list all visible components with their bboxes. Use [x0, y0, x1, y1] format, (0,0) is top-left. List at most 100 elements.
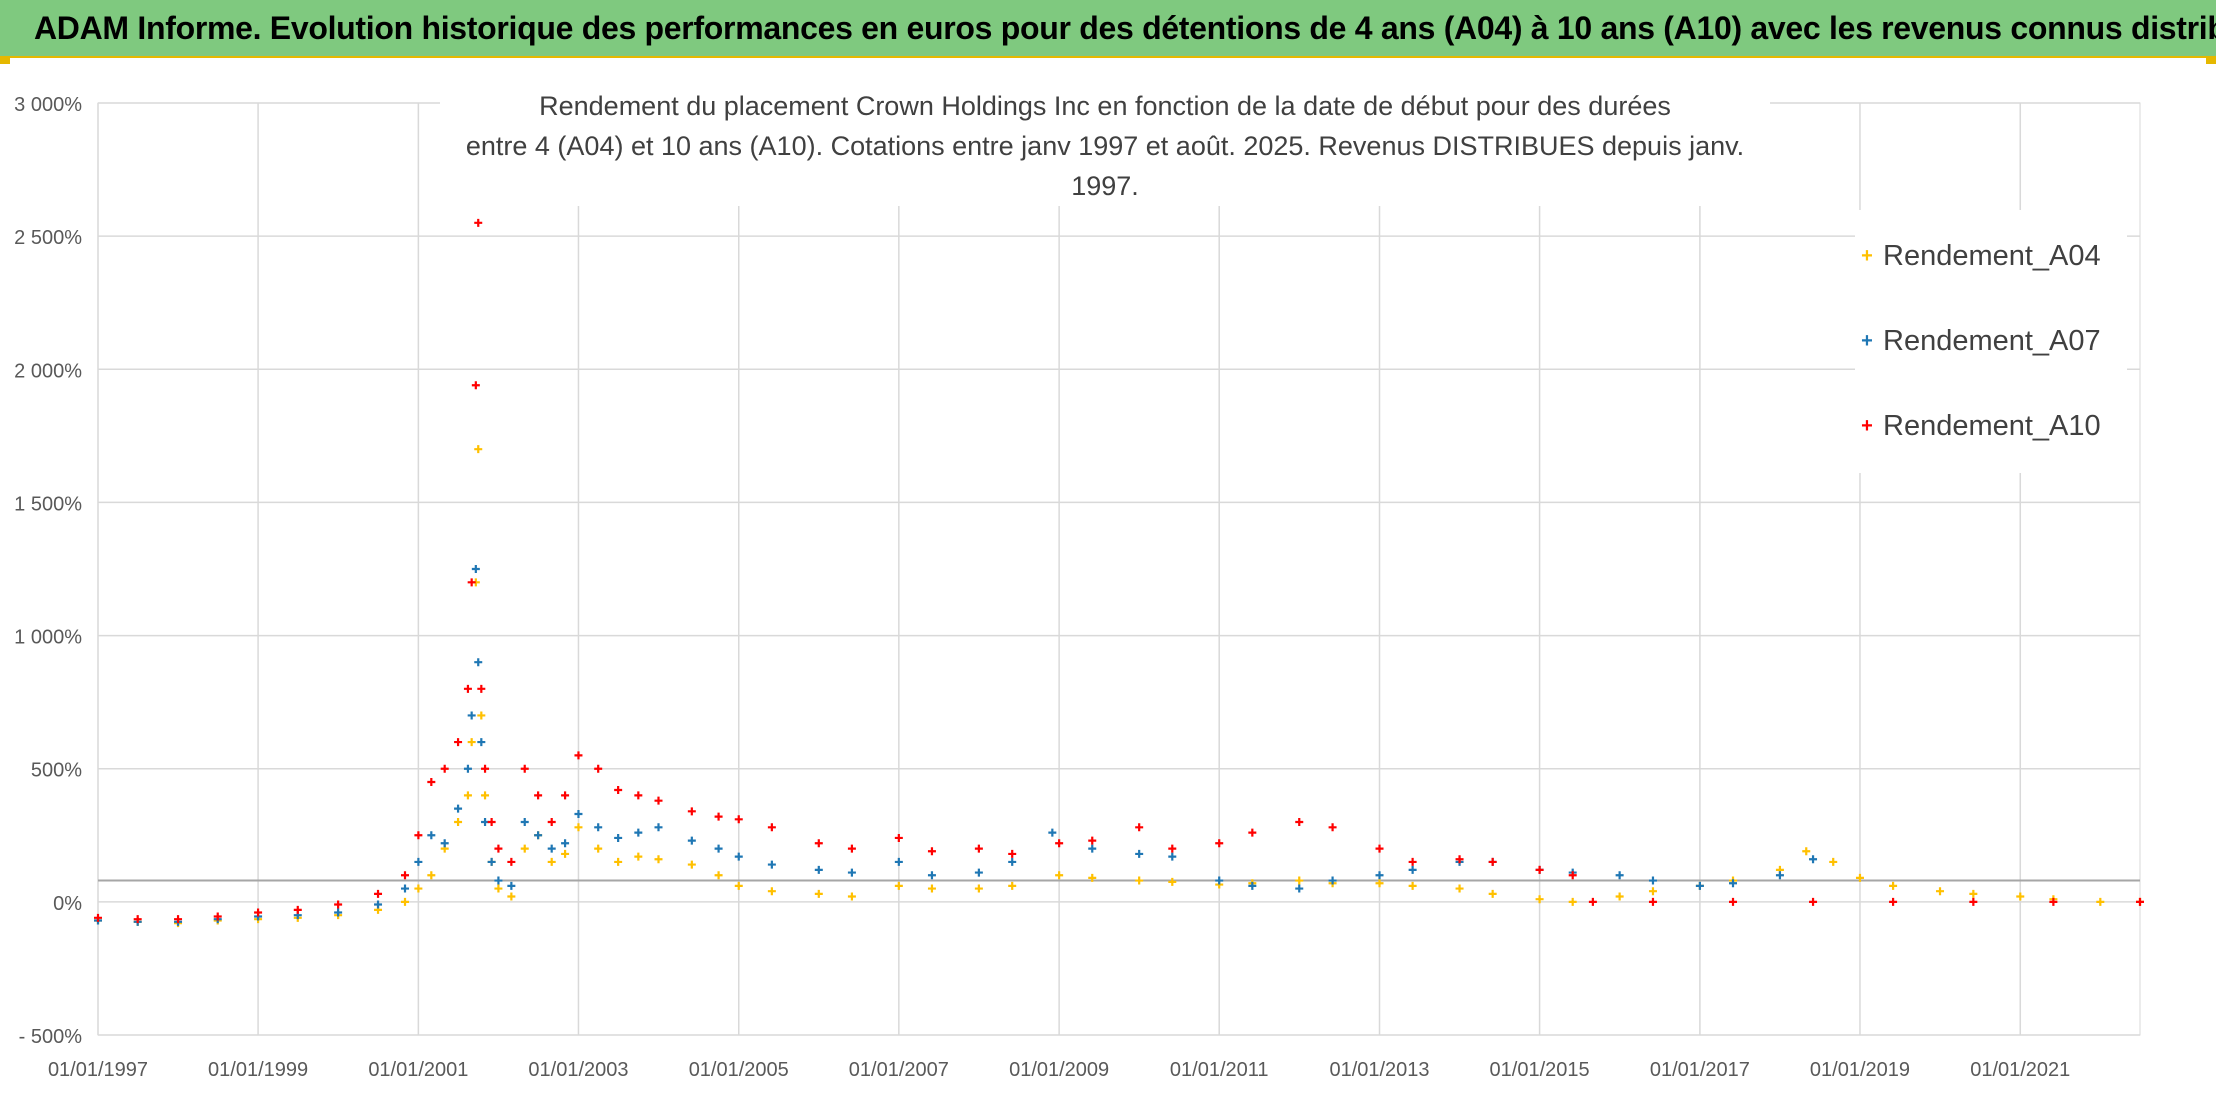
- legend-label-a04: Rendement_A04: [1883, 240, 2101, 272]
- x-tick-label: 01/01/2009: [1009, 1059, 1109, 1081]
- y-tick-label: - 500%: [19, 1026, 83, 1048]
- data-point: [687, 807, 696, 816]
- data-point: [2016, 892, 2025, 901]
- data-point: [714, 844, 723, 853]
- data-point: [2096, 897, 2105, 906]
- data-point: [334, 900, 343, 909]
- data-point: [440, 839, 449, 848]
- x-tick-label: 01/01/2017: [1650, 1059, 1750, 1081]
- data-point: [594, 823, 603, 832]
- data-point: [494, 884, 503, 893]
- data-point: [133, 915, 142, 924]
- legend-label-a10: Rendement_A10: [1883, 410, 2101, 442]
- data-point: [454, 817, 463, 826]
- data-point: [463, 764, 472, 773]
- data-point: [847, 868, 856, 877]
- data-point: [481, 764, 490, 773]
- data-point: [213, 912, 222, 921]
- data-point: [471, 381, 480, 390]
- data-point: [2136, 897, 2144, 906]
- data-point: [1295, 876, 1304, 885]
- data-point: [1535, 865, 1544, 874]
- data-point: [1375, 871, 1384, 880]
- data-point: [454, 738, 463, 747]
- data-point: [594, 764, 603, 773]
- data-point: [767, 887, 776, 896]
- data-point: [974, 884, 983, 893]
- data-point: [414, 857, 423, 866]
- data-point: [401, 897, 410, 906]
- data-point: [714, 871, 723, 880]
- x-tick-label: 01/01/2007: [849, 1059, 949, 1081]
- data-point: [847, 892, 856, 901]
- data-point: [1695, 881, 1704, 890]
- data-point: [414, 831, 423, 840]
- chart-title-line-1: Rendement du placement Crown Holdings In…: [539, 91, 1671, 121]
- data-point: [894, 857, 903, 866]
- data-point: [474, 658, 483, 667]
- data-point: [494, 876, 503, 885]
- data-point: [1375, 844, 1384, 853]
- legend-marker-a10-plus-icon: +: [1861, 415, 1873, 437]
- data-point: [894, 881, 903, 890]
- data-point: [507, 892, 516, 901]
- data-point: [574, 823, 583, 832]
- legend: + Rendement_A04 + Rendement_A07 + Rendem…: [1855, 210, 2127, 473]
- data-point: [1168, 852, 1177, 861]
- data-point: [1455, 884, 1464, 893]
- data-point: [767, 860, 776, 869]
- data-point: [1088, 873, 1097, 882]
- data-point: [634, 852, 643, 861]
- data-point: [1328, 876, 1337, 885]
- data-point: [471, 565, 480, 573]
- data-point: [520, 764, 529, 773]
- data-point: [474, 218, 483, 227]
- data-point: [1168, 844, 1177, 853]
- legend-item-a04: + Rendement_A04: [1855, 214, 2127, 299]
- y-tick-label: 500%: [31, 760, 82, 782]
- data-point: [427, 871, 436, 880]
- data-point: [1615, 871, 1624, 880]
- x-tick-label: 01/01/2001: [368, 1059, 468, 1081]
- data-point: [1809, 855, 1818, 864]
- x-tick-label: 01/01/2013: [1329, 1059, 1429, 1081]
- data-point: [847, 844, 856, 853]
- data-point: [463, 684, 472, 693]
- banner-corner-left: [0, 58, 10, 64]
- data-point: [1889, 897, 1898, 906]
- data-point: [467, 711, 476, 720]
- data-point: [927, 847, 936, 856]
- series-layer: [94, 218, 2144, 928]
- grid-layer: [97, 102, 2141, 1036]
- data-point: [1055, 839, 1064, 848]
- legend-item-a07: + Rendement_A07: [1855, 299, 2127, 384]
- x-tick-label: 01/01/2021: [1970, 1059, 2070, 1081]
- data-point: [1855, 873, 1864, 882]
- data-point: [374, 889, 383, 898]
- data-point: [401, 871, 410, 880]
- data-point: [654, 796, 663, 805]
- data-point: [654, 855, 663, 864]
- x-tick-label: 01/01/2019: [1810, 1059, 1910, 1081]
- legend-label-a07: Rendement_A07: [1883, 325, 2101, 357]
- data-point: [814, 865, 823, 874]
- y-tick-label: 3 000%: [14, 94, 82, 116]
- data-point: [1248, 828, 1257, 837]
- data-point: [1729, 897, 1737, 906]
- data-point: [1568, 871, 1577, 880]
- data-point: [454, 804, 463, 813]
- chart-title-line-2: entre 4 (A04) et 10 ans (A10). Cotations…: [465, 131, 1745, 201]
- banner-title: ADAM Informe. Evolution historique des p…: [34, 9, 2216, 46]
- y-tick-label: 2 500%: [14, 227, 82, 249]
- data-point: [1775, 871, 1784, 880]
- data-point: [534, 791, 543, 800]
- data-point: [1008, 849, 1017, 858]
- data-point: [561, 849, 570, 858]
- data-point: [440, 764, 449, 773]
- data-point: [520, 844, 529, 853]
- data-point: [767, 823, 776, 832]
- data-point: [2049, 897, 2058, 906]
- data-point: [427, 831, 436, 840]
- y-axis: 3 000% 2 500% 2 000% 1 500% 1 000% 500% 0% - 50…: [14, 94, 82, 1048]
- data-point: [547, 857, 556, 866]
